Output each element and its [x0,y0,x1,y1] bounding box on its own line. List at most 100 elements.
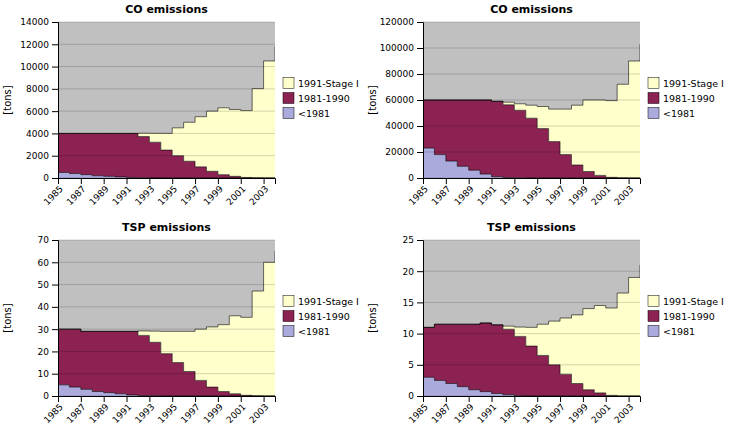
tick: 20000 [385,147,423,157]
grid-line [58,44,275,45]
grid-line [58,133,275,134]
x-axis: 1985198719891991199319951997199920012003 [42,396,276,425]
tick: 2001 [224,178,247,207]
tick-label: 1989 [87,184,110,207]
tick-mark [52,178,58,179]
tick: 80000 [385,69,423,79]
legend-swatch [283,78,294,89]
tick: 8000 [26,84,58,94]
tick: 1997 [544,178,567,207]
tick: 20 [38,347,58,357]
tick-mark [417,48,423,49]
title: TSP emissions [487,221,576,234]
legend-item: 1991-Stage I [283,78,359,89]
grid [423,22,640,178]
tick-mark [104,396,105,402]
tick-mark [417,365,423,366]
tick-label: 5 [408,360,414,370]
tick-label: 6000 [26,107,49,117]
tick: 10 [403,329,423,339]
tick-label: 2003 [612,402,635,425]
tick-label: 1997 [179,402,202,425]
tick-mark [417,334,423,335]
tick-label: 2001 [224,184,247,207]
tick-mark [446,396,447,402]
tick: 1995 [521,178,544,207]
legend-item: <1981 [648,108,695,119]
tick-label: 40000 [385,121,414,131]
tick: 1991 [475,178,498,207]
legend: 1991-Stage I1981-1990<1981 [648,296,724,337]
grid-line [423,364,640,365]
x-axis: 1985198719891991199319951997199920012003 [42,178,276,207]
axis-line [417,241,424,397]
tick-mark [127,178,128,184]
tick-label: 2003 [612,184,635,207]
legend-swatch [648,93,659,104]
tick-mark [52,89,58,90]
tick-label: 1985 [42,184,65,207]
plot-area [423,22,640,178]
boundary-line [58,47,275,134]
x-axis: 1985198719891991199319951997199920012003 [407,178,641,207]
tick-mark [241,178,242,184]
tick: 4000 [26,129,58,139]
tick-mark [172,178,173,184]
tick-mark [264,178,265,184]
tick-label: 80000 [385,69,414,79]
tick-mark [52,351,58,352]
tick-label: 1995 [521,184,544,207]
x-axis: 1985198719891991199319951997199920012003 [407,396,641,425]
grid-line [423,126,640,127]
legend-label: 1981-1990 [298,311,350,322]
legend-label: 1981-1990 [298,93,350,104]
axis-line [52,241,59,397]
tick: 1991 [110,178,133,207]
tick-label: 1999 [567,184,590,207]
tick: 1989 [87,178,110,207]
tick: 2003 [612,396,635,425]
boundary-line [423,323,640,396]
y-axis: 0510152025 [403,235,424,401]
tick-mark [52,396,58,397]
tick: 1987 [65,396,88,425]
tick: 0 [408,391,423,401]
tick-label: 100000 [380,43,415,53]
tick-mark [149,396,150,402]
axis-title: [tons] [2,303,13,332]
tick: 1997 [544,396,567,425]
tick-mark [52,156,58,157]
tick-mark [514,178,515,184]
legend-label: <1981 [663,108,695,119]
tick-label: 50 [38,280,50,290]
tick: 2001 [589,178,612,207]
tick-label: 10 [403,329,415,339]
tick-label: 0 [43,391,49,401]
tick: 1997 [179,396,202,425]
tick: 50 [38,280,58,290]
legend-item: 1981-1990 [283,93,350,104]
tick-mark [52,22,58,23]
boundary-line [58,251,275,331]
tick-label: 1991 [110,184,133,207]
legend-item: 1981-1990 [648,93,715,104]
tick-mark [52,133,58,134]
tick-mark [52,285,58,286]
legend-swatch [648,78,659,89]
tick: 10000 [20,62,58,72]
tick-mark [417,178,423,179]
tick-label: 1995 [156,184,179,207]
tick-label: 1987 [65,184,88,207]
tick-mark [606,396,607,402]
axis-title: [tons] [367,303,378,332]
tick-mark [218,178,219,184]
grid [58,240,275,396]
tick: 40000 [385,121,423,131]
tick-label: 1991 [475,402,498,425]
series-area [58,47,275,178]
legend-item: <1981 [648,326,695,337]
legend-label: <1981 [663,326,695,337]
tick-mark [218,396,219,402]
tick-label: 1995 [156,402,179,425]
tick-mark [629,178,630,184]
